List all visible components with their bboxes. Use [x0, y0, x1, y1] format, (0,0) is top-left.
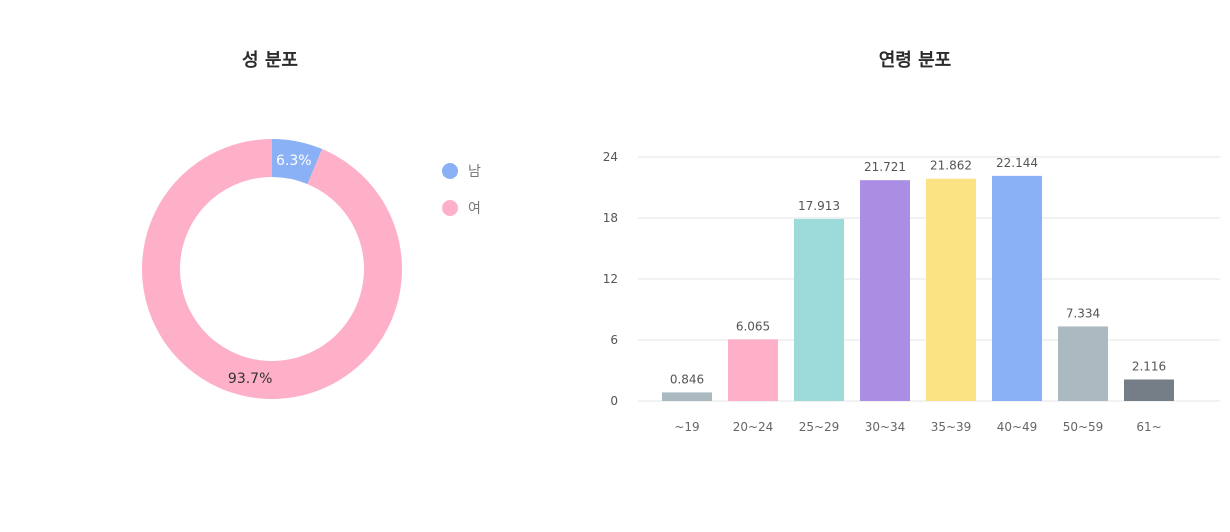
legend-label-female: 여 [468, 200, 481, 217]
x-tick-label: 61~ [1136, 420, 1161, 434]
donut-slice-male[interactable] [272, 139, 323, 185]
bar-30~34[interactable] [860, 180, 910, 401]
donut-label-male: 6.3% [276, 153, 312, 169]
y-tick-label: 12 [603, 272, 618, 286]
x-tick-label: 25~29 [799, 420, 840, 434]
legend-dot-male [442, 162, 458, 179]
y-tick-label: 18 [603, 211, 618, 225]
x-tick-label: 30~34 [865, 420, 906, 434]
y-tick-label: 0 [610, 394, 618, 408]
bar-value-label: 2.116 [1132, 359, 1166, 373]
bar-value-label: 21.721 [864, 160, 906, 174]
bar-35~39[interactable] [926, 178, 976, 401]
bar-value-label: 17.913 [798, 199, 840, 213]
bar-value-label: 22.144 [996, 156, 1038, 170]
gender-chart-panel: 성 분포 6.3% 93.7% 남 여 [0, 0, 600, 532]
age-bar-chart: 0 6 12 18 24 0.846 ~19 6.065 20~24 17.913 25~29 21.… [603, 150, 1220, 434]
age-chart-panel: 연령 분포 0 6 12 18 24 0.846 ~19 6.065 20~24 17.913 25… [600, 0, 1230, 532]
legend-dot-female [442, 199, 458, 216]
age-chart-title: 연령 분포 [878, 50, 952, 71]
x-tick-label: 35~39 [931, 420, 972, 434]
x-tick-label: ~19 [674, 420, 699, 434]
donut-label-female: 93.7% [228, 371, 272, 387]
bar-61~[interactable] [1124, 379, 1174, 401]
x-tick-label: 50~59 [1063, 420, 1104, 434]
bar-value-label: 0.846 [670, 372, 704, 386]
bar-50~59[interactable] [1058, 326, 1108, 401]
x-tick-label: 40~49 [997, 420, 1038, 434]
legend-item-male[interactable]: 남 [442, 152, 481, 189]
gender-legend: 남 여 [442, 152, 481, 226]
bar-value-label: 6.065 [736, 319, 770, 333]
gender-chart-title: 성 분포 [242, 50, 298, 71]
legend-label-male: 남 [468, 163, 481, 180]
legend-item-female[interactable]: 여 [442, 189, 481, 226]
gender-donut-chart: 6.3% 93.7% [142, 139, 403, 399]
bar-20~24[interactable] [728, 339, 778, 401]
y-tick-label: 24 [603, 150, 618, 164]
bar-40~49[interactable] [992, 175, 1042, 401]
bar-25~29[interactable] [794, 218, 844, 401]
y-tick-label: 6 [610, 333, 618, 347]
bar-value-label: 7.334 [1066, 306, 1100, 320]
donut-slice-female[interactable] [142, 139, 403, 399]
bar-~19[interactable] [662, 392, 712, 401]
x-tick-label: 20~24 [733, 420, 774, 434]
bar-value-label: 21.862 [930, 159, 972, 173]
